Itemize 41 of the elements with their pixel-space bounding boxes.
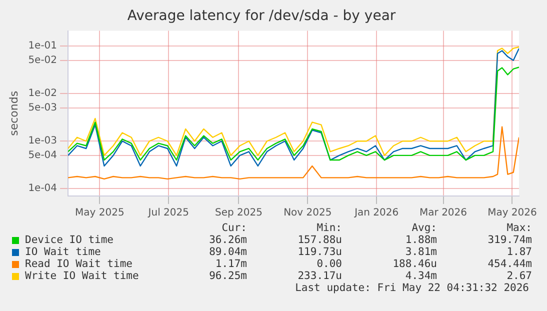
text: 36.26m [208,234,247,246]
text: 89.04m [208,246,247,258]
x-tick-label: Nov 2025 [284,208,332,219]
x-tick-label: Jan 2026 [354,208,399,219]
x-tick-label: Mar 2026 [420,208,468,219]
legend-label: Write IO Wait time [24,270,140,282]
text: 233.17u [296,270,342,282]
x-tick-label: Jul 2025 [147,208,189,219]
x-tick-label: May 2026 [488,208,537,219]
text: 188.46u [392,258,437,270]
legend-label: Device IO time [24,234,115,246]
y-tick-label: 1e-01 [28,40,58,52]
x-tick-label: Sep 2025 [214,208,262,219]
text: 454.44m [486,258,532,270]
legend-label: IO Wait time [24,246,102,258]
text: 4.34m [404,270,437,282]
y-axis-title: seconds [7,90,20,136]
text: 119.73u [296,246,342,258]
text: 2.67 [506,270,532,282]
text: Max: [506,222,532,234]
text: 1.87 [506,246,532,258]
text: Min: [316,222,342,234]
y-tick-label: 5e-04 [28,150,58,162]
x-tick-label: May 2025 [75,208,124,219]
legend-label: Read IO Wait time [24,258,134,270]
text: 319.74m [486,234,532,246]
text: Avg: [410,222,437,234]
y-tick-label: 5e-03 [28,102,58,114]
y-tick-label: 1e-03 [28,136,58,147]
text: 1.88m [404,234,437,246]
text: 0.00 [316,258,342,270]
text: 3.81m [404,246,437,258]
y-tick-label: 1e-04 [28,183,58,194]
y-tick-label: 1e-02 [28,88,58,100]
chart-title: Average latency for /dev/sda - by year [127,8,396,24]
text: 157.88u [296,234,342,246]
text: Last update: Fri May 22 04:31:32 2026 [294,282,529,295]
text: 1.17m [214,258,247,270]
y-tick-label: 5e-02 [28,55,58,66]
text: Cur: [220,222,247,234]
text: 96.25m [208,270,247,282]
